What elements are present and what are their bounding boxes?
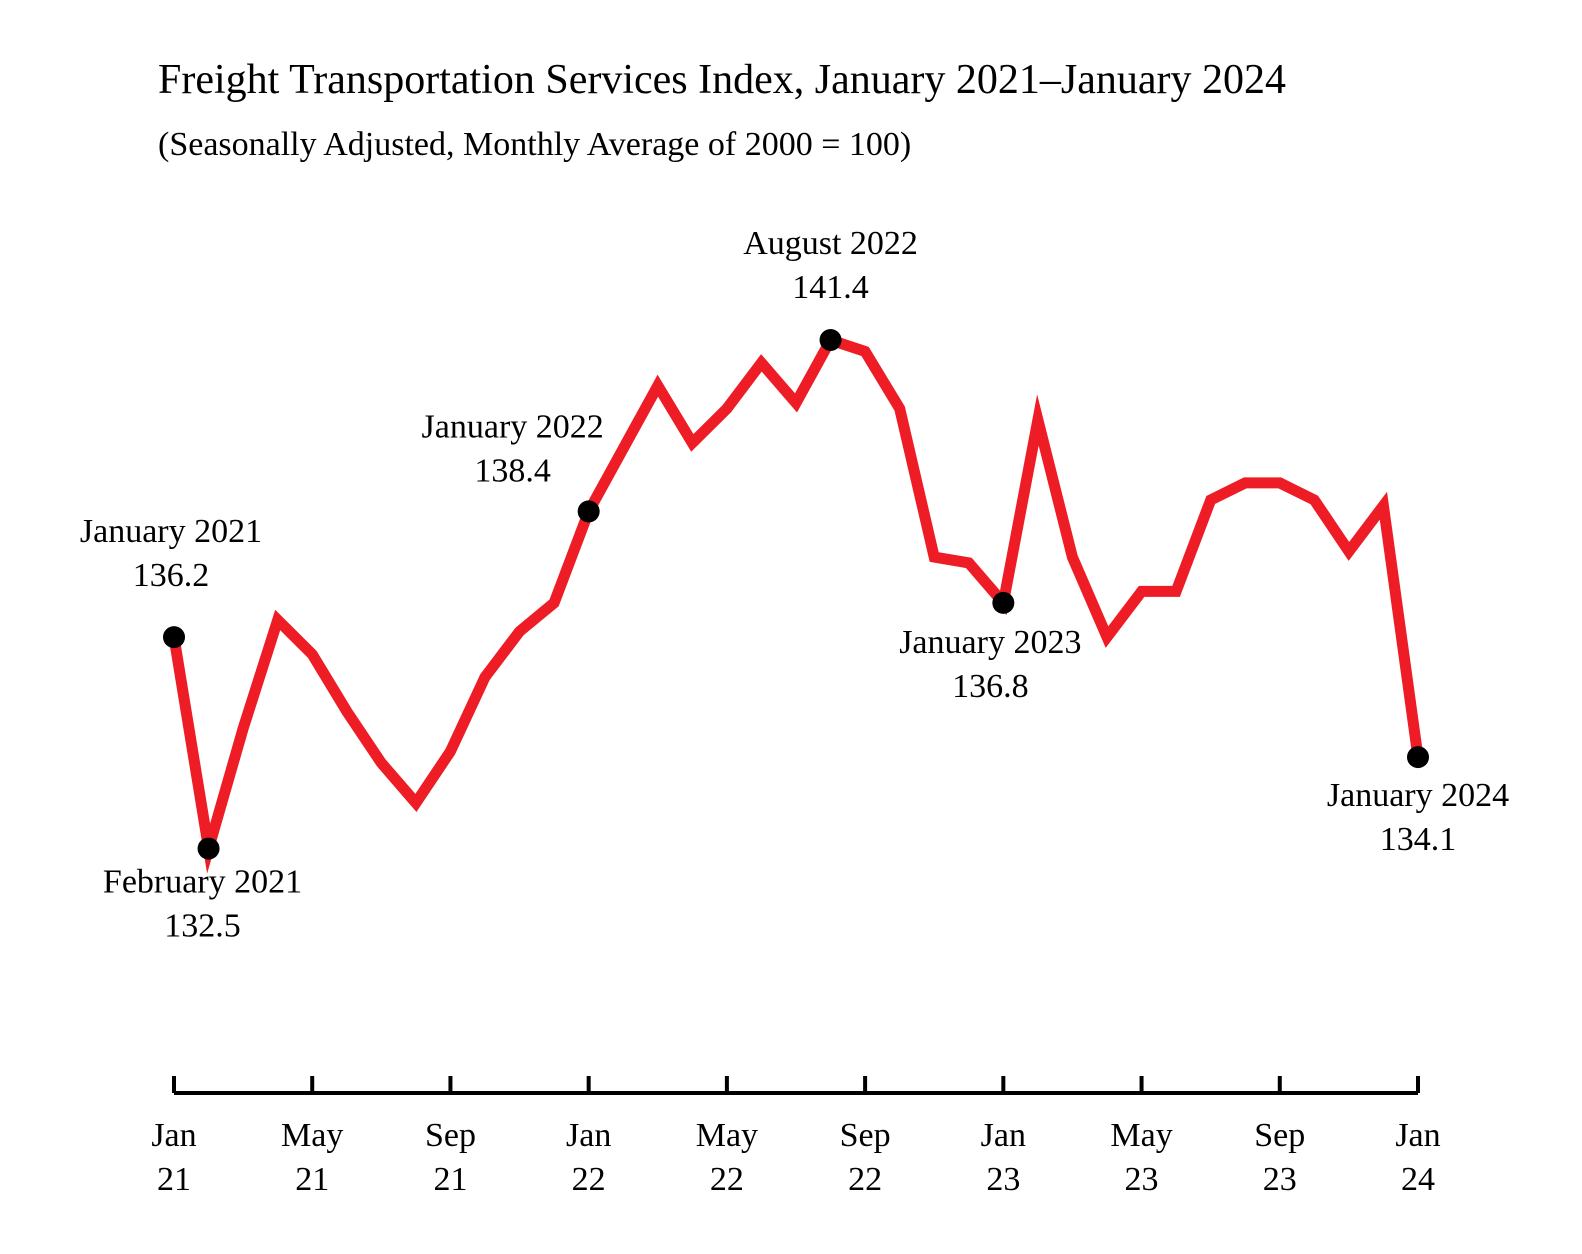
x-tick-label-month: Jan: [981, 1117, 1026, 1154]
annotated-point: [992, 591, 1015, 614]
x-tick-label: May 23: [1110, 1117, 1172, 1198]
point-annotation-date: January 2023: [899, 624, 1081, 661]
x-tick-label-year: 22: [710, 1161, 744, 1198]
point-annotation-value: 141.4: [792, 269, 869, 306]
point-annotation-date: August 2022: [743, 225, 918, 262]
x-tick-label-month: May: [1110, 1117, 1172, 1154]
x-tick-label: Sep 22: [840, 1117, 891, 1198]
point-annotation: January 2021 136.2: [80, 513, 262, 594]
point-annotation-value: 134.1: [1380, 821, 1457, 858]
point-annotation-date: January 2022: [422, 408, 604, 445]
x-tick-label: Jan 22: [566, 1117, 611, 1198]
point-annotation: February 2021 132.5: [103, 864, 302, 945]
x-tick-label-year: 23: [1125, 1161, 1159, 1198]
x-tick-label: May 21: [281, 1117, 343, 1198]
x-tick-label: Jan 23: [981, 1117, 1026, 1198]
series-line: [168, 333, 1424, 874]
point-annotation-value: 136.2: [133, 557, 210, 594]
chart-subtitle: (Seasonally Adjusted, Monthly Average of…: [158, 126, 912, 163]
chart-title: Freight Transportation Services Index, J…: [158, 57, 1286, 103]
x-axis: Jan 21 May 21 Sep 21 Jan 22 May 22 Sep 22 Jan 23 May 23…: [151, 1076, 1441, 1198]
point-annotation-value: 138.4: [474, 452, 551, 489]
x-tick-label: Sep 21: [425, 1117, 476, 1198]
point-annotation-value: 136.8: [952, 668, 1029, 705]
x-tick-label-year: 22: [572, 1161, 606, 1198]
x-tick-label-year: 23: [1263, 1161, 1297, 1198]
x-tick-label: Jan 24: [1395, 1117, 1440, 1198]
annotated-point: [1407, 746, 1429, 769]
x-tick-label-year: 21: [433, 1161, 467, 1198]
point-annotation-date: January 2024: [1327, 777, 1509, 814]
point-annotation: January 2024 134.1: [1327, 777, 1509, 858]
point-annotation-value: 132.5: [164, 908, 241, 945]
x-tick-label-month: Sep: [840, 1117, 891, 1154]
point-annotation-date: February 2021: [103, 864, 302, 901]
annotation-layer: January 2021 136.2 February 2021 132.5 Janua…: [80, 225, 1509, 945]
x-tick-label-year: 21: [295, 1161, 329, 1198]
x-tick-label-month: May: [696, 1117, 758, 1154]
x-tick-label-year: 22: [848, 1161, 882, 1198]
point-annotation: January 2022 138.4: [422, 408, 604, 489]
x-tick-label-month: Jan: [566, 1117, 611, 1154]
annotated-point: [577, 500, 600, 523]
annotated-point: [163, 626, 185, 649]
x-tick-label-month: Sep: [425, 1117, 476, 1154]
x-tick-label-month: Sep: [1254, 1117, 1305, 1154]
x-tick-label-year: 24: [1401, 1161, 1435, 1198]
x-tick-label: Sep 23: [1254, 1117, 1305, 1198]
x-tick-label-month: Jan: [151, 1117, 196, 1154]
x-tick-label-year: 23: [986, 1161, 1020, 1198]
point-annotation: January 2023 136.8: [899, 624, 1081, 705]
point-annotation: August 2022 141.4: [743, 225, 918, 306]
annotated-point: [819, 329, 842, 351]
x-tick-label-month: Jan: [1395, 1117, 1440, 1154]
point-annotation-date: January 2021: [80, 513, 262, 550]
annotated-point: [197, 837, 220, 860]
x-tick-label: Jan 21: [151, 1117, 196, 1198]
x-tick-label-month: May: [281, 1117, 343, 1154]
series-layer: [168, 333, 1424, 874]
x-tick-label-year: 21: [157, 1161, 191, 1198]
x-tick-label: May 22: [696, 1117, 758, 1198]
